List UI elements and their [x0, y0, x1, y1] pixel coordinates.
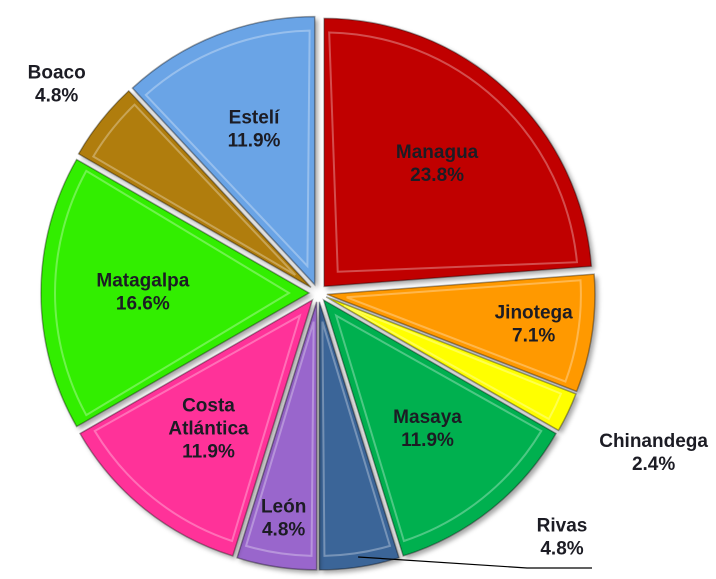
value-label: 7.1% [512, 326, 555, 347]
slice-label: Matagalpa 16.6% [96, 271, 189, 315]
slice-label: Managua 23.8% [396, 142, 479, 186]
slice-bevel [343, 304, 563, 421]
slice [131, 15, 316, 287]
category-label: Matagalpa [96, 271, 189, 292]
slice [322, 298, 558, 557]
value-label: 4.8% [262, 520, 305, 541]
slice-bevel [334, 313, 543, 543]
category-label: Atlántica [168, 419, 249, 440]
slice-label: Estelí 11.9% [228, 107, 281, 151]
value-label: 16.6% [116, 294, 170, 315]
category-label: León [261, 497, 306, 518]
slice-label: Costa Atlántica 11.9% [168, 396, 249, 463]
category-label: Costa [182, 396, 235, 417]
labels: Managua 23.8% Jinotega 7.1% Chinandega 2.4% Ma… [28, 63, 708, 569]
slice-bevel [91, 103, 297, 276]
slice [78, 298, 314, 557]
value-label: 23.8% [410, 165, 464, 186]
category-label: Chinandega [599, 431, 708, 452]
value-label: 2.4% [632, 454, 675, 475]
slice-label: Boaco 4.8% [28, 63, 86, 107]
slice-bevel [244, 321, 315, 557]
slice [318, 301, 400, 571]
category-label: Rivas [537, 516, 588, 537]
slice [77, 89, 312, 289]
slice-label: León 4.8% [261, 497, 306, 541]
category-label: Estelí [229, 107, 280, 128]
leader-line [358, 556, 592, 569]
slice-bevel [144, 29, 311, 269]
slices [40, 15, 596, 571]
value-label: 11.9% [182, 442, 235, 463]
slice-label: Chinandega 2.4% [599, 431, 708, 475]
value-label: 11.9% [228, 130, 281, 151]
value-label: 4.8% [35, 86, 78, 107]
slice-label: Jinotega 7.1% [495, 303, 574, 347]
value-label: 4.8% [540, 539, 583, 560]
slice [325, 296, 577, 432]
slice-bevel [346, 279, 582, 383]
slice-label: Masaya 11.9% [393, 407, 462, 451]
slice-bevel [93, 313, 302, 543]
slice-bevel [321, 321, 392, 557]
category-label: Managua [396, 142, 479, 163]
slice [236, 301, 318, 571]
slice-label: Rivas 4.8% [537, 516, 588, 560]
value-label: 11.9% [401, 430, 454, 451]
category-label: Jinotega [495, 303, 574, 324]
category-label: Masaya [393, 407, 462, 428]
category-label: Boaco [28, 63, 86, 84]
slice [40, 158, 311, 428]
slice [326, 273, 596, 393]
slice-bevel [54, 169, 291, 417]
slice-bevel [328, 31, 579, 273]
slice [323, 17, 593, 288]
